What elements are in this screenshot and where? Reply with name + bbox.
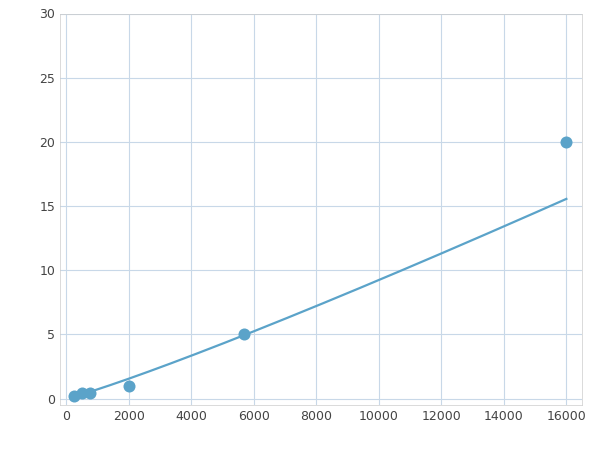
- Point: [77, 390, 86, 397]
- Point: [69, 392, 79, 400]
- Point: [124, 382, 134, 389]
- Point: [85, 390, 94, 397]
- Point: [239, 331, 249, 338]
- Point: [562, 138, 571, 145]
